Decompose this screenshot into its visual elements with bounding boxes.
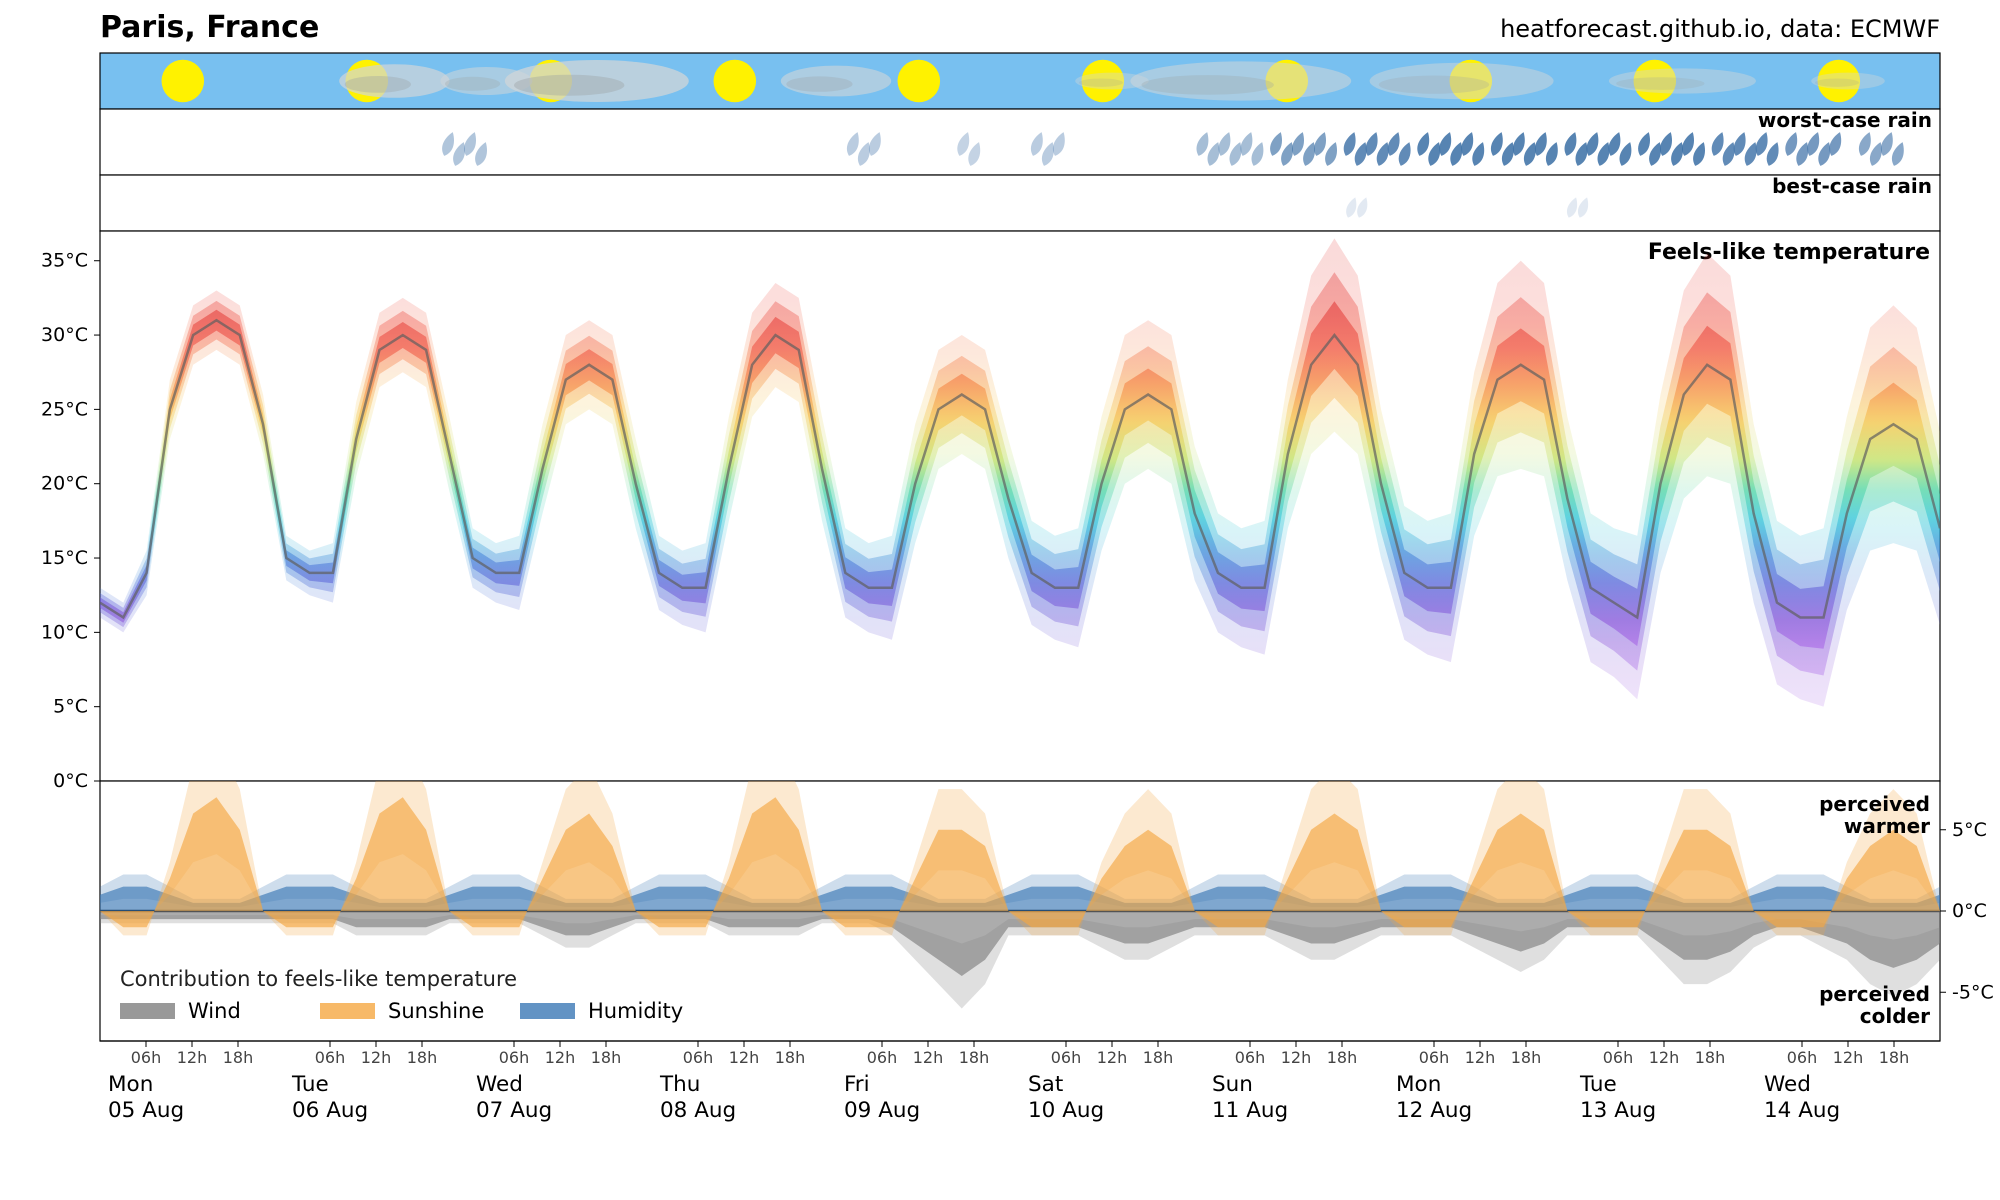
sun-icon xyxy=(898,60,941,103)
svg-text:Contribution to feels-like tem: Contribution to feels-like temperature xyxy=(120,967,517,991)
svg-text:12h: 12h xyxy=(1833,1048,1864,1067)
legend-swatch xyxy=(520,1003,575,1019)
svg-text:Feels-like temperature: Feels-like temperature xyxy=(1648,240,1930,265)
svg-text:30°C: 30°C xyxy=(41,324,88,346)
forecast-chart: worst-case rainbest-case rain0°C5°C10°C1… xyxy=(100,53,1940,1131)
svg-text:Tue13 Aug: Tue13 Aug xyxy=(1579,1072,1656,1123)
svg-text:18h: 18h xyxy=(959,1048,990,1067)
svg-text:10°C: 10°C xyxy=(41,621,88,643)
svg-text:Sunshine: Sunshine xyxy=(388,999,484,1023)
svg-text:best-case rain: best-case rain xyxy=(1772,174,1932,198)
svg-text:18h: 18h xyxy=(1695,1048,1726,1067)
svg-text:Wed07 Aug: Wed07 Aug xyxy=(476,1072,552,1123)
svg-text:25°C: 25°C xyxy=(41,398,88,420)
legend-swatch xyxy=(320,1003,375,1019)
svg-text:18h: 18h xyxy=(1143,1048,1174,1067)
svg-text:06h: 06h xyxy=(867,1048,898,1067)
svg-text:18h: 18h xyxy=(407,1048,438,1067)
svg-text:06h: 06h xyxy=(683,1048,714,1067)
svg-text:06h: 06h xyxy=(1051,1048,1082,1067)
svg-text:0°C: 0°C xyxy=(53,770,88,792)
svg-text:Humidity: Humidity xyxy=(588,999,683,1023)
attribution: heatforecast.github.io, data: ECMWF xyxy=(1500,15,1940,43)
svg-text:12h: 12h xyxy=(729,1048,760,1067)
svg-text:Wind: Wind xyxy=(188,999,241,1023)
svg-text:worst-case rain: worst-case rain xyxy=(1758,108,1932,132)
svg-text:06h: 06h xyxy=(1603,1048,1634,1067)
svg-text:18h: 18h xyxy=(775,1048,806,1067)
svg-text:12h: 12h xyxy=(913,1048,944,1067)
svg-text:12h: 12h xyxy=(1097,1048,1128,1067)
svg-text:Tue06 Aug: Tue06 Aug xyxy=(291,1072,368,1123)
svg-text:Thu08 Aug: Thu08 Aug xyxy=(659,1072,736,1123)
svg-text:06h: 06h xyxy=(131,1048,162,1067)
svg-text:12h: 12h xyxy=(177,1048,208,1067)
svg-text:12h: 12h xyxy=(1465,1048,1496,1067)
svg-text:06h: 06h xyxy=(1235,1048,1266,1067)
svg-text:5°C: 5°C xyxy=(1952,819,1987,841)
svg-text:Mon12 Aug: Mon12 Aug xyxy=(1396,1072,1472,1123)
svg-text:5°C: 5°C xyxy=(53,696,88,718)
svg-text:20°C: 20°C xyxy=(41,473,88,495)
svg-text:06h: 06h xyxy=(1787,1048,1818,1067)
svg-text:18h: 18h xyxy=(223,1048,254,1067)
legend-swatch xyxy=(120,1003,175,1019)
svg-text:Sat10 Aug: Sat10 Aug xyxy=(1028,1072,1104,1123)
svg-text:12h: 12h xyxy=(545,1048,576,1067)
page-title: Paris, France xyxy=(100,10,319,45)
svg-text:0°C: 0°C xyxy=(1952,900,1987,922)
svg-text:18h: 18h xyxy=(1327,1048,1358,1067)
svg-text:12h: 12h xyxy=(1281,1048,1312,1067)
svg-text:18h: 18h xyxy=(1511,1048,1542,1067)
svg-text:18h: 18h xyxy=(591,1048,622,1067)
svg-text:35°C: 35°C xyxy=(41,250,88,272)
svg-text:06h: 06h xyxy=(1419,1048,1450,1067)
svg-text:Mon05 Aug: Mon05 Aug xyxy=(108,1072,184,1123)
svg-text:12h: 12h xyxy=(1649,1048,1680,1067)
svg-text:12h: 12h xyxy=(361,1048,392,1067)
svg-text:Fri09 Aug: Fri09 Aug xyxy=(844,1072,920,1123)
svg-text:-5°C: -5°C xyxy=(1952,981,1994,1003)
svg-text:06h: 06h xyxy=(315,1048,346,1067)
svg-text:18h: 18h xyxy=(1879,1048,1910,1067)
sun-icon xyxy=(162,60,205,103)
sun-icon xyxy=(714,60,757,103)
svg-text:Sun11 Aug: Sun11 Aug xyxy=(1212,1072,1288,1123)
svg-text:Wed14 Aug: Wed14 Aug xyxy=(1764,1072,1840,1123)
svg-text:15°C: 15°C xyxy=(41,547,88,569)
svg-text:06h: 06h xyxy=(499,1048,530,1067)
